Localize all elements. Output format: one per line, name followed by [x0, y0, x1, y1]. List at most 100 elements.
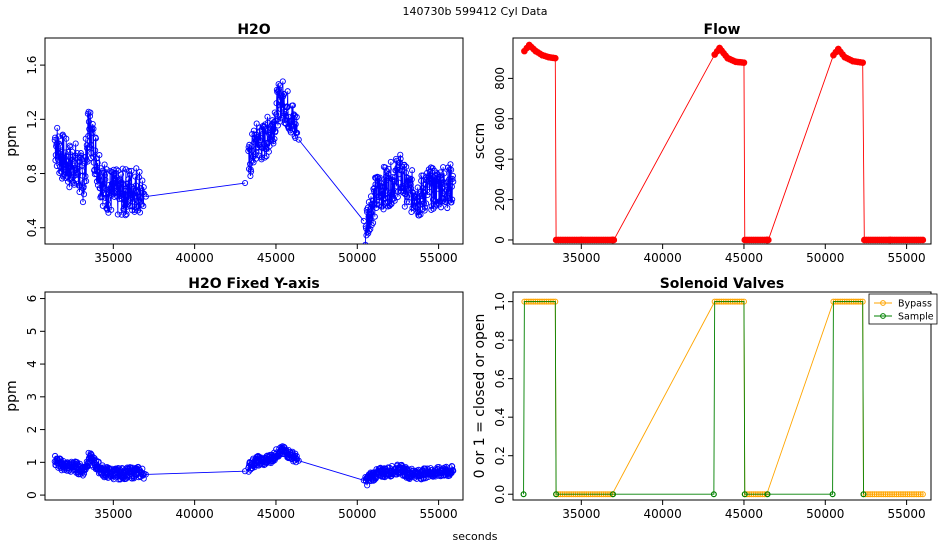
h2o-xtick-label: 40000	[176, 251, 214, 265]
h2o-data-point	[294, 129, 301, 136]
h2o-data-point	[264, 119, 271, 126]
h2o-data-point	[279, 78, 286, 85]
flow-ytick-label: 800	[493, 67, 507, 90]
h2o-fixed-xtick-label: 40000	[176, 507, 214, 521]
h2o-data-point	[56, 150, 63, 157]
h2o-data-point	[265, 148, 272, 155]
h2o-data-point	[123, 211, 130, 218]
h2o-data-point	[63, 135, 70, 142]
h2o-data-point	[57, 149, 65, 156]
h2o-data-point	[132, 182, 140, 189]
h2o-data-point	[428, 179, 436, 186]
valves-sample-point	[741, 491, 748, 498]
h2o-data-point	[437, 204, 445, 211]
h2o-data-point	[449, 196, 456, 203]
h2o-data-point	[69, 178, 76, 185]
h2o-fixed-series-line	[298, 460, 364, 481]
h2o-data-point	[444, 204, 451, 212]
flow-ylabel: sccm	[472, 123, 488, 159]
h2o-data-point	[80, 191, 88, 198]
h2o-data-point	[416, 212, 423, 219]
h2o-data-point	[448, 199, 455, 206]
h2o-plot-area	[51, 78, 457, 244]
h2o-data-point	[71, 181, 78, 188]
valves-sample-point	[553, 491, 560, 498]
h2o-data-point	[78, 152, 85, 159]
flow-ytick-label: 200	[493, 188, 507, 211]
h2o-data-point	[96, 152, 103, 159]
h2o-fixed-ytick-label: 6	[25, 295, 39, 303]
h2o-data-point	[408, 185, 415, 192]
h2o-data-point	[248, 147, 255, 154]
h2o-data-point	[247, 172, 254, 180]
h2o-fixed-data-point	[450, 467, 457, 474]
h2o-xtick-label: 55000	[420, 251, 458, 265]
h2o-data-point	[425, 181, 432, 188]
h2o-data-point	[100, 183, 107, 190]
flow-xtick-label: 50000	[806, 251, 844, 265]
h2o-data-point	[130, 198, 137, 205]
valves-data-point	[875, 491, 882, 498]
h2o-fixed-ytick-label: 1	[25, 459, 39, 467]
h2o-fixed-data-point	[140, 472, 147, 479]
valves-data-point	[917, 491, 924, 498]
h2o-data-point	[82, 154, 89, 161]
h2o-data-point	[272, 128, 279, 135]
h2o-data-point	[128, 183, 135, 190]
valves-ytick-label: 0.0	[493, 485, 507, 504]
h2o-data-point	[423, 200, 430, 207]
h2o-data-point	[387, 158, 394, 165]
h2o-data-point	[84, 158, 91, 165]
h2o-data-point	[371, 213, 378, 220]
h2o-data-point	[139, 189, 146, 196]
h2o-data-point	[376, 174, 383, 181]
valves-data-point	[873, 491, 880, 498]
valves-xtick-label: 40000	[644, 507, 682, 521]
h2o-data-point	[140, 203, 147, 210]
h2o-data-point	[131, 207, 138, 214]
h2o-data-point	[371, 188, 378, 195]
h2o-data-point	[449, 172, 456, 179]
h2o-data-point	[416, 201, 423, 208]
valves-data-point	[889, 491, 896, 498]
h2o-data-point	[142, 193, 149, 200]
h2o-data-point	[378, 180, 385, 187]
valves-data-point	[884, 491, 891, 498]
flow-xtick-label: 55000	[888, 251, 926, 265]
h2o-fixed-ytick-label: 0	[25, 491, 39, 499]
valves-title: Solenoid Valves	[660, 276, 785, 292]
h2o-data-point	[380, 206, 387, 213]
h2o-data-point	[407, 179, 414, 186]
h2o-data-point	[86, 113, 94, 120]
h2o-data-point	[79, 172, 86, 179]
h2o-data-point	[242, 179, 249, 187]
h2o-data-point	[54, 124, 61, 131]
flow-data-point	[610, 236, 618, 244]
h2o-data-point	[131, 194, 138, 201]
h2o-data-point	[120, 180, 127, 187]
h2o-data-point	[264, 113, 271, 120]
h2o-data-point	[92, 135, 99, 142]
valves-data-point	[869, 491, 876, 498]
h2o-data-point	[276, 82, 284, 89]
h2o-fixed-data-point	[295, 457, 302, 464]
h2o-data-point	[370, 219, 377, 226]
valves-series-sample-line	[523, 301, 864, 495]
h2o-data-point	[373, 201, 380, 208]
h2o-data-point	[90, 159, 97, 166]
valves-data-point	[906, 491, 913, 498]
flow-series-0-line	[524, 44, 923, 241]
h2o-data-point	[248, 168, 255, 175]
valves-data-point	[878, 491, 885, 498]
valves-data-point	[902, 491, 909, 498]
h2o-data-point	[92, 147, 99, 154]
h2o-fixed-data-point	[418, 471, 425, 478]
h2o-ytick-label: 0.8	[25, 164, 39, 183]
h2o-data-point	[401, 161, 408, 168]
flow-ytick-label: 0	[493, 236, 507, 244]
h2o-data-point	[271, 135, 278, 143]
valves-plot-area	[520, 298, 926, 498]
h2o-data-point	[94, 168, 101, 175]
h2o-xtick-label: 35000	[94, 251, 132, 265]
figure-title: 140730b 599412 Cyl Data	[402, 5, 548, 18]
